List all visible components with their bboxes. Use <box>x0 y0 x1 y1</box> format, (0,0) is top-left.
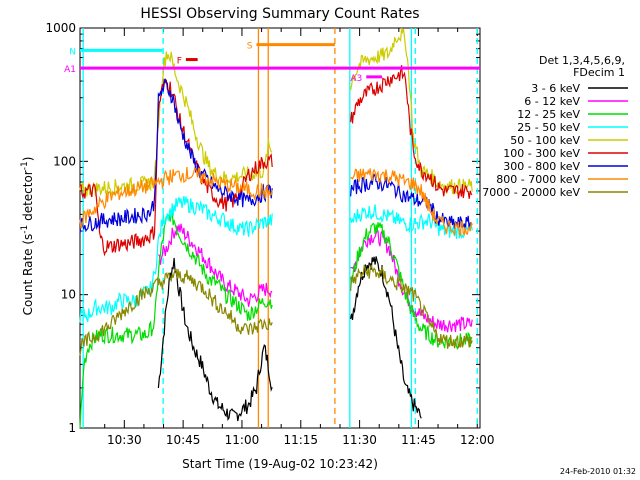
x-tick-label: 10:45 <box>166 433 201 447</box>
series-line-3-b <box>350 204 473 240</box>
y-tick-label: 1 <box>68 421 76 435</box>
y-tick-label: 100 <box>53 154 76 168</box>
legend-label: 50 - 100 keV <box>510 134 580 147</box>
series-line-8 <box>79 268 273 356</box>
state-bar-label: S <box>247 42 253 52</box>
series-line-3 <box>79 195 273 323</box>
y-tick-label: 10 <box>61 288 76 302</box>
series-line-2 <box>79 207 273 429</box>
series-line-7-b <box>350 168 473 237</box>
plot-frame <box>79 27 481 429</box>
y-axis-label-end: ) <box>21 157 35 162</box>
state-bar-label: A1 <box>64 65 76 75</box>
legend-label: 6 - 12 keV <box>524 95 580 108</box>
x-tick-label: 11:15 <box>283 433 318 447</box>
x-tick-label: 12:00 <box>460 433 495 447</box>
state-bar-label: A3 <box>350 74 362 84</box>
plot-area: 1 10 100 1000 10:30 10:45 11:00 11:15 11:30 11:45… <box>45 21 494 447</box>
legend-label: 100 - 300 keV <box>503 147 580 160</box>
legend-label: 7000 - 20000 keV <box>482 186 580 199</box>
x-tick-label: 10:30 <box>107 433 142 447</box>
y-axis-label-sup2: -1 <box>20 161 30 170</box>
legend-title: Det 1,3,4,5,6,9, <box>539 54 625 67</box>
y-axis-label-sup1: -1 <box>20 225 30 234</box>
x-axis-label: Start Time (19-Aug-02 10:23:42) <box>182 457 378 471</box>
chart-title: HESSI Observing Summary Count Rates <box>140 6 419 22</box>
series-line-1 <box>157 223 273 307</box>
series-line-8-b <box>350 264 473 349</box>
series-line-4 <box>79 51 273 198</box>
legend-label: 800 - 7000 keV <box>496 173 580 186</box>
state-bar-label: N <box>69 47 76 57</box>
legend-title: FDecim 1 <box>573 66 625 79</box>
legend-label: 3 - 6 keV <box>531 82 580 95</box>
footer-timestamp: 24-Feb-2010 01:32 <box>560 467 636 476</box>
legend-label: 300 - 800 keV <box>503 160 580 173</box>
y-axis-label-main: Count Rate (s <box>21 234 35 316</box>
series-line-5-b <box>350 65 473 199</box>
x-tick-label: 11:00 <box>225 433 260 447</box>
y-axis-label: Count Rate (s-1 detector-1) <box>20 157 35 316</box>
series-line-6-b <box>350 173 473 231</box>
series-line-0 <box>157 257 273 422</box>
y-tick-label: 1000 <box>45 21 76 35</box>
legend-label: 25 - 50 keV <box>517 121 580 134</box>
series-line-0-b <box>350 256 422 419</box>
x-tick-label: 11:30 <box>342 433 377 447</box>
state-bar-label: F <box>177 57 182 67</box>
series-line-6 <box>79 78 273 234</box>
series-line-7 <box>79 166 273 229</box>
legend-label: 12 - 25 keV <box>517 108 580 121</box>
series-line-4-b <box>350 27 473 195</box>
x-tick-label: 11:45 <box>401 433 436 447</box>
y-axis-label-mid: detector <box>21 170 35 225</box>
